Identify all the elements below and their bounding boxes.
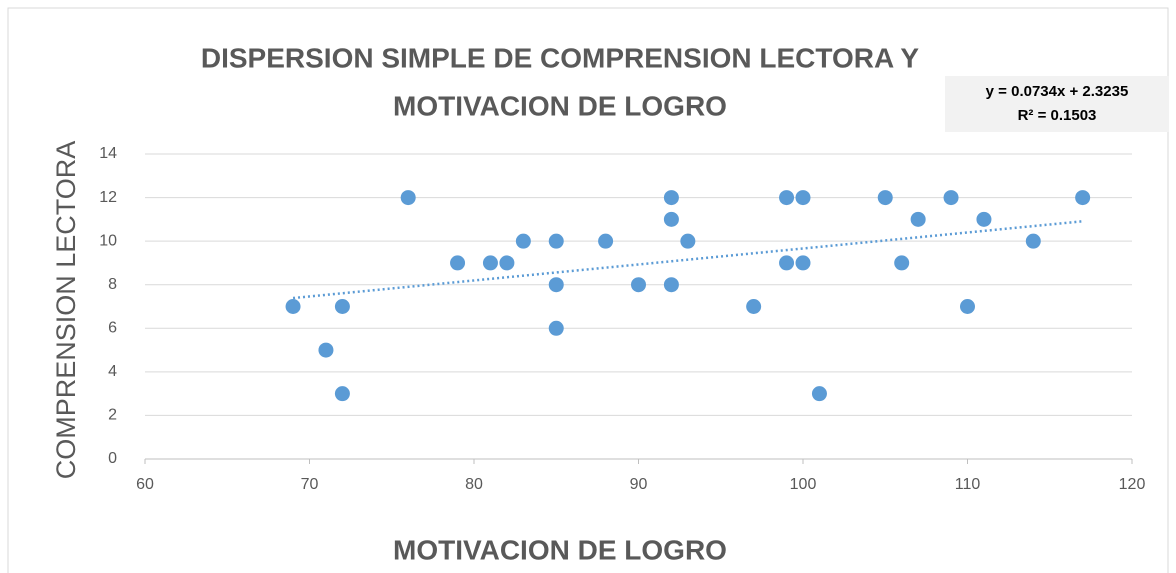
point [482,255,498,271]
x-tick-label: 110 [955,476,981,493]
point [779,190,795,206]
x-tick-label: 80 [465,476,483,493]
point [663,211,679,227]
y-tick-label: 6 [108,320,117,337]
point [548,277,564,293]
point [894,255,910,271]
point [663,190,679,206]
point [943,190,959,206]
x-tick-label: 70 [301,476,319,493]
point [548,233,564,249]
point [1025,233,1041,249]
x-tick-label: 120 [1119,476,1146,493]
y-tick-label: 10 [99,232,117,249]
x-tick-label: 100 [790,476,817,493]
point [450,255,466,271]
point [795,255,811,271]
point [334,299,350,314]
point [334,386,350,402]
point [400,190,416,206]
equation: y = 0.0734x + 2.3235 [986,83,1129,100]
point [1075,190,1091,206]
point [795,190,811,206]
x-tick-label: 90 [630,476,648,493]
point [960,299,975,314]
point [811,386,827,402]
point [499,255,515,271]
r-squared: R² = 0.1503 [1018,107,1097,124]
point [598,233,614,249]
x-tick-label: 60 [136,476,154,493]
point [548,320,564,336]
trendline [292,220,1083,300]
y-tick-label: 8 [108,276,117,293]
y-tick-label: 2 [108,407,117,424]
point [680,233,696,249]
point [285,299,301,314]
point [631,277,646,293]
y-tick-label: 14 [99,145,117,162]
point [976,211,992,227]
y-tick-label: 4 [108,363,117,380]
point [779,255,795,271]
y-tick-label: 12 [99,189,117,206]
chart-title: DISPERSION SIMPLE DE COMPRENSION LECTORA… [201,42,920,73]
point [877,190,893,206]
point [318,342,334,358]
point [746,299,762,314]
point [663,277,679,293]
point [515,233,531,249]
y-tick-label: 0 [108,450,117,467]
point [910,211,926,227]
equation-box [945,76,1169,132]
y-axis-label: COMPRENSION LECTORA [51,141,81,480]
x-axis-label: MOTIVACION DE LOGRO [393,534,727,565]
chart-title: MOTIVACION DE LOGRO [393,90,727,121]
